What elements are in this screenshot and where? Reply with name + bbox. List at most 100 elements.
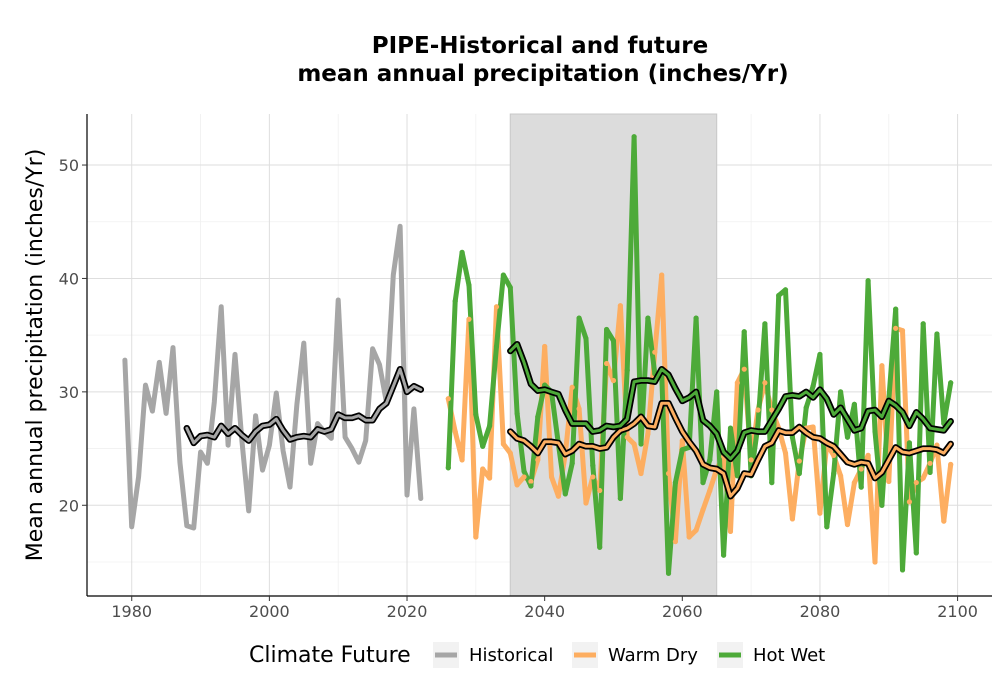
data-point-warm-dry xyxy=(576,406,582,412)
data-point-hot-wet xyxy=(858,484,864,490)
data-point-warm-dry xyxy=(899,328,906,334)
data-point-hot-wet xyxy=(810,383,816,389)
data-point-warm-dry xyxy=(617,303,623,309)
data-point-hot-wet xyxy=(837,389,844,395)
series-line-historical xyxy=(122,223,424,531)
data-point-hot-wet xyxy=(906,440,913,446)
data-point-warm-dry xyxy=(879,363,885,369)
data-point-warm-dry xyxy=(858,466,864,472)
data-point-hot-wet xyxy=(714,389,720,395)
smooth-line-warm-dry xyxy=(508,401,953,498)
data-point-hot-wet xyxy=(817,351,823,358)
data-point-warm-dry xyxy=(686,534,692,540)
data-point-hot-wet xyxy=(796,470,802,477)
data-point-hot-wet xyxy=(500,272,506,278)
data-point-warm-dry xyxy=(851,479,857,486)
data-point-warm-dry xyxy=(810,424,816,430)
data-point-warm-dry xyxy=(466,316,472,322)
data-point-hot-wet xyxy=(487,423,493,429)
data-point-hot-wet xyxy=(590,462,596,469)
data-point-warm-dry xyxy=(789,516,796,522)
data-point-hot-wet xyxy=(824,524,830,530)
data-point-warm-dry xyxy=(535,457,541,463)
data-point-hot-wet xyxy=(707,457,713,463)
data-point-hot-wet xyxy=(927,469,933,475)
legend-title: Climate Future xyxy=(249,643,411,668)
data-point-warm-dry xyxy=(817,510,823,516)
data-point-hot-wet xyxy=(872,428,878,435)
x-tick-label: 2040 xyxy=(524,602,565,621)
data-point-warm-dry xyxy=(645,431,651,437)
data-point-warm-dry xyxy=(893,325,899,331)
data-point-hot-wet xyxy=(803,405,809,411)
data-point-hot-wet xyxy=(452,298,458,304)
data-point-warm-dry xyxy=(597,487,603,494)
data-point-warm-dry xyxy=(872,559,878,565)
data-point-warm-dry xyxy=(659,272,665,278)
data-point-warm-dry xyxy=(782,450,789,456)
data-point-hot-wet xyxy=(899,567,906,573)
data-point-hot-wet xyxy=(893,306,899,312)
data-point-hot-wet xyxy=(879,502,885,508)
data-point-hot-wet xyxy=(934,331,940,337)
x-tick-label: 2020 xyxy=(387,602,428,621)
data-point-warm-dry xyxy=(500,441,506,447)
data-point-hot-wet xyxy=(528,483,534,489)
data-point-hot-wet xyxy=(844,434,851,440)
x-tick-label: 2100 xyxy=(937,602,978,621)
legend-item-historical: Historical xyxy=(433,642,553,668)
data-point-hot-wet xyxy=(769,479,775,486)
data-point-hot-wet xyxy=(679,447,685,453)
data-point-warm-dry xyxy=(452,428,458,435)
data-point-warm-dry xyxy=(927,460,933,466)
data-point-warm-dry xyxy=(837,473,844,479)
data-point-hot-wet xyxy=(851,401,857,407)
x-tick-label: 1980 xyxy=(111,602,152,621)
data-point-hot-wet xyxy=(604,326,610,333)
data-point-hot-wet xyxy=(521,468,527,474)
data-point-warm-dry xyxy=(604,360,610,367)
data-point-hot-wet xyxy=(507,284,513,291)
smooth-line-historical xyxy=(185,367,423,445)
x-tick-label: 2080 xyxy=(800,602,841,621)
data-point-hot-wet xyxy=(776,292,782,299)
data-point-hot-wet xyxy=(576,315,582,321)
data-point-warm-dry xyxy=(548,474,555,480)
data-point-warm-dry xyxy=(459,457,465,463)
data-point-warm-dry xyxy=(831,452,837,458)
data-point-warm-dry xyxy=(769,407,775,413)
y-tick-label: 50 xyxy=(59,156,79,175)
data-point-hot-wet xyxy=(762,321,768,327)
data-point-hot-wet xyxy=(720,552,727,558)
data-point-warm-dry xyxy=(542,343,548,350)
data-point-warm-dry xyxy=(707,487,713,494)
data-point-warm-dry xyxy=(555,493,562,499)
data-point-hot-wet xyxy=(734,473,740,479)
data-point-hot-wet xyxy=(597,544,603,550)
data-point-hot-wet xyxy=(865,278,871,284)
data-point-hot-wet xyxy=(583,335,589,342)
data-point-hot-wet xyxy=(473,411,479,418)
data-point-warm-dry xyxy=(624,434,630,440)
data-point-hot-wet xyxy=(741,329,747,335)
data-point-hot-wet xyxy=(920,321,926,327)
data-point-warm-dry xyxy=(672,538,679,545)
data-point-warm-dry xyxy=(610,377,617,384)
data-point-hot-wet xyxy=(782,287,789,293)
data-point-hot-wet xyxy=(445,465,451,471)
data-point-warm-dry xyxy=(906,499,913,505)
data-point-warm-dry xyxy=(473,534,479,540)
legend: Climate Future Historical Warm Dry Hot W… xyxy=(249,642,825,668)
data-point-hot-wet xyxy=(755,422,761,428)
data-point-hot-wet xyxy=(631,134,637,140)
data-point-hot-wet xyxy=(700,479,706,486)
data-point-warm-dry xyxy=(569,384,575,390)
data-point-warm-dry xyxy=(590,474,596,480)
data-point-hot-wet xyxy=(569,460,575,466)
series-lines xyxy=(122,134,954,576)
data-point-warm-dry xyxy=(920,475,926,481)
smooth-line-hot-wet xyxy=(508,342,953,461)
data-point-warm-dry xyxy=(480,466,486,472)
